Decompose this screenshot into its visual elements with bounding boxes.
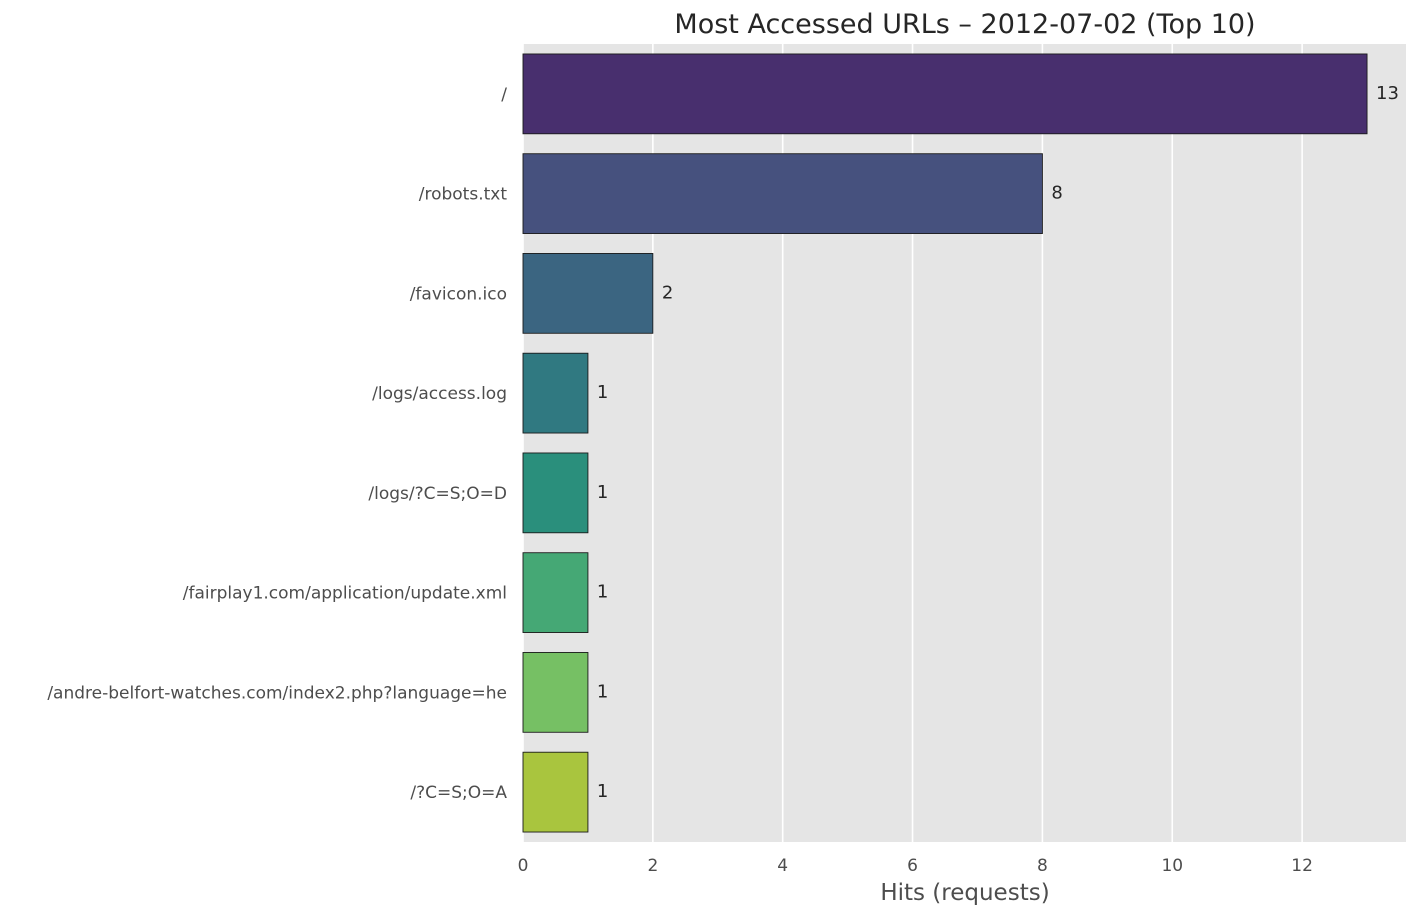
x-axis-label: Hits (requests) (880, 880, 1049, 906)
bars (522, 53, 1368, 833)
category-label: /favicon.ico (410, 284, 507, 304)
data-label: 1 (597, 382, 608, 403)
bar (522, 153, 1043, 234)
data-label: 1 (597, 781, 608, 802)
bar (522, 552, 589, 633)
x-tick-label: 8 (1037, 856, 1048, 876)
data-label: 1 (597, 681, 608, 702)
category-label: /andre-belfort-watches.com/index2.php?la… (47, 683, 507, 703)
category-label: / (501, 85, 507, 105)
x-tick-label: 2 (647, 856, 658, 876)
x-tick-label: 6 (907, 856, 918, 876)
data-labels: 13 8 2 1 1 1 1 1 (597, 83, 1399, 802)
x-tick-labels: 0 2 4 6 8 10 12 (518, 856, 1313, 876)
x-tick-label: 10 (1161, 856, 1183, 876)
category-label: /?C=S;O=A (410, 783, 507, 803)
data-label: 2 (662, 282, 673, 303)
chart-title: Most Accessed URLs – 2012-07-02 (Top 10) (674, 9, 1255, 40)
bar (522, 452, 589, 534)
bar (522, 53, 1368, 135)
x-tick-label: 4 (777, 856, 788, 876)
category-label: /logs/?C=S;O=D (368, 484, 507, 504)
bar (522, 652, 589, 733)
bar (522, 352, 589, 434)
x-tick-label: 0 (518, 856, 529, 876)
bar (522, 253, 654, 334)
x-tick-label: 12 (1291, 856, 1313, 876)
data-label: 8 (1051, 183, 1062, 204)
bar (522, 751, 589, 833)
data-label: 1 (597, 582, 608, 603)
category-label: /logs/access.log (372, 384, 507, 404)
category-label: /fairplay1.com/application/update.xml (183, 584, 507, 604)
data-label: 1 (597, 482, 608, 503)
category-label: /robots.txt (419, 185, 508, 205)
category-labels: / /robots.txt/favicon.ico/logs/access.log… (47, 85, 507, 803)
data-label: 13 (1376, 83, 1399, 104)
